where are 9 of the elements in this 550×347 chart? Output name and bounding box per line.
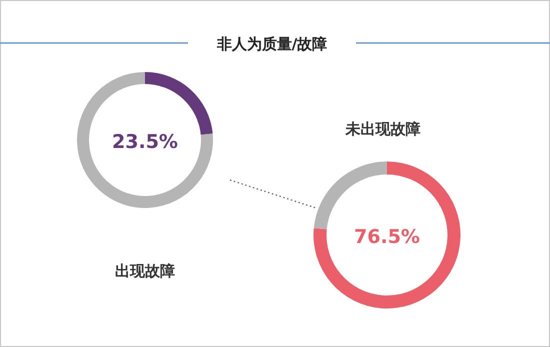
donut-slice	[314, 162, 460, 308]
donut-slice	[145, 72, 213, 135]
donut-slice	[314, 162, 387, 230]
donut-slice	[77, 72, 213, 208]
text: 76.5%	[354, 226, 420, 248]
text: 23.5%	[112, 131, 178, 153]
text: 出现故障	[115, 262, 175, 280]
chart-title: 未出现故障	[344, 120, 420, 138]
text: 非人为质量/故障	[216, 35, 328, 53]
